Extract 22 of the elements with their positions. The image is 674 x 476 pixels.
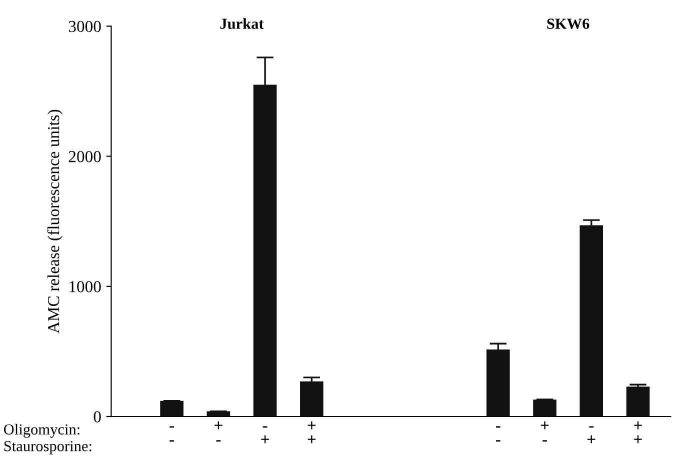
y-tick-label: 3000 bbox=[68, 20, 101, 32]
x-tick-label: - - bbox=[170, 426, 174, 442]
annotation: SKW6 bbox=[547, 18, 590, 30]
y-tick-label: 2000 bbox=[68, 150, 101, 162]
x-tick-label: - + bbox=[261, 426, 269, 444]
text: Staurosporine: bbox=[4, 440, 92, 454]
x-tick-label: - + bbox=[588, 426, 596, 444]
bar bbox=[300, 381, 324, 416]
bar bbox=[533, 400, 556, 416]
x-tick-label: + - bbox=[214, 421, 222, 442]
bar bbox=[580, 225, 604, 416]
x-tick-label: + + bbox=[308, 421, 316, 444]
text: Oligomycin: bbox=[4, 424, 80, 438]
y-axis-title: AMC release (fluorescence units) bbox=[47, 110, 63, 334]
x-tick-label: + - bbox=[540, 421, 549, 442]
x-tick-label: - - bbox=[496, 426, 500, 442]
y-tick-label: 1000 bbox=[70, 281, 101, 292]
x-tick-label: + + bbox=[634, 421, 642, 444]
bar bbox=[626, 386, 650, 416]
bar bbox=[160, 400, 184, 416]
annotation: Jurkat bbox=[220, 18, 264, 29]
y-tick-label: 0 bbox=[94, 411, 101, 422]
